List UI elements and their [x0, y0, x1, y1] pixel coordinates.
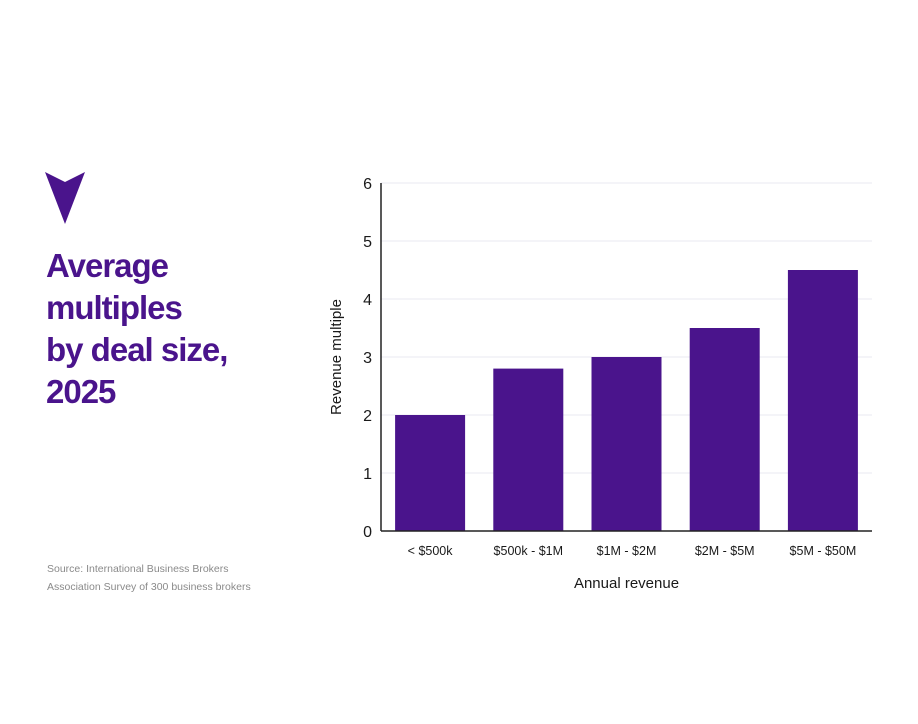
x-tick-label: $500k - $1M — [494, 544, 563, 558]
arrowhead-shape — [45, 172, 85, 224]
x-tick-label: $1M - $2M — [597, 544, 657, 558]
title-line-3: by deal size, — [46, 331, 228, 368]
x-tick-label: $5M - $50M — [790, 544, 857, 558]
y-tick-label: 3 — [363, 350, 372, 367]
arrowhead-down-icon — [45, 172, 85, 224]
tick-labels: 0 1 2 3 4 5 6 < $500k $500k - $1M $1M - $2M $2M - … — [363, 176, 856, 558]
bar — [395, 415, 466, 531]
bar — [689, 328, 760, 531]
y-tick-label: 0 — [363, 524, 372, 541]
bar — [493, 368, 564, 531]
chart-title: Average multiples by deal size, 2025 — [46, 245, 306, 413]
bar — [591, 357, 662, 531]
source-line-1: Source: International Business Brokers — [47, 563, 229, 575]
y-tick-label: 5 — [363, 234, 372, 251]
title-line-2: multiples — [46, 289, 183, 326]
y-tick-label: 1 — [363, 466, 372, 483]
source-line-2: Association Survey of 300 business broke… — [47, 581, 251, 593]
y-tick-label: 2 — [363, 408, 372, 425]
title-line-1: Average — [46, 247, 169, 284]
x-tick-label: $2M - $5M — [695, 544, 755, 558]
source-note: Source: International Business Brokers A… — [47, 560, 307, 596]
x-tick-label: < $500k — [408, 544, 454, 558]
bar — [787, 270, 858, 531]
title-line-4: 2025 — [46, 373, 116, 410]
y-tick-label: 4 — [363, 292, 372, 309]
y-axis-label: Revenue multiple — [328, 299, 345, 415]
bars — [395, 270, 858, 531]
axes — [380, 183, 872, 532]
y-tick-label: 6 — [363, 176, 372, 193]
x-axis-label: Annual revenue — [574, 575, 679, 592]
